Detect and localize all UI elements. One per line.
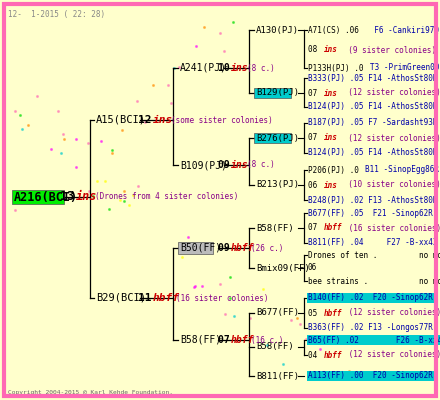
Text: B248(PJ) .02 F13 -AthosSt80R: B248(PJ) .02 F13 -AthosSt80R: [308, 196, 437, 204]
Text: B129(PJ): B129(PJ): [256, 88, 299, 98]
Text: hbff: hbff: [153, 293, 180, 303]
Text: B50(FF): B50(FF): [180, 243, 221, 253]
Text: 09: 09: [218, 243, 236, 253]
Text: 12: 12: [138, 115, 158, 125]
Text: 10: 10: [218, 63, 236, 73]
Text: B213(PJ): B213(PJ): [256, 180, 299, 190]
Text: B811(FF) .04     F27 -B-xx43: B811(FF) .04 F27 -B-xx43: [308, 238, 437, 248]
Text: ins: ins: [323, 46, 337, 54]
Text: B276(PJ): B276(PJ): [256, 134, 299, 142]
Text: hbff: hbff: [231, 243, 254, 253]
Text: B11 -SinopEgg86R: B11 -SinopEgg86R: [365, 166, 439, 174]
Text: ins: ins: [76, 190, 97, 204]
Text: A216(BCI): A216(BCI): [14, 190, 78, 204]
Text: B58(FF): B58(FF): [256, 224, 293, 232]
Text: ins: ins: [323, 134, 337, 142]
Text: (26 c.): (26 c.): [251, 244, 284, 252]
Text: ins: ins: [231, 63, 249, 73]
Text: 06: 06: [308, 264, 317, 272]
Text: B677(FF) .05  F21 -Sinop62R: B677(FF) .05 F21 -Sinop62R: [308, 208, 433, 218]
Text: (some sister colonies): (some sister colonies): [171, 116, 272, 124]
Text: B124(PJ) .05 F14 -AthosSt80R: B124(PJ) .05 F14 -AthosSt80R: [308, 148, 437, 158]
Text: Bmix09(FF): Bmix09(FF): [256, 264, 310, 272]
Text: B29(BCI): B29(BCI): [96, 293, 146, 303]
Text: ins: ins: [153, 115, 173, 125]
Text: A15(BCI): A15(BCI): [96, 115, 146, 125]
Text: (10 sister colonies): (10 sister colonies): [339, 180, 440, 190]
Text: F6 -Cankiri97Q: F6 -Cankiri97Q: [365, 26, 439, 34]
Text: 06: 06: [308, 180, 322, 190]
Text: (12 sister colonies): (12 sister colonies): [339, 134, 440, 142]
Text: bee strains .           no more: bee strains . no more: [308, 276, 440, 286]
Text: (12 sister colonies): (12 sister colonies): [345, 350, 440, 360]
Text: 07: 07: [308, 134, 322, 142]
Text: (8 c.): (8 c.): [247, 160, 275, 170]
FancyBboxPatch shape: [177, 242, 213, 254]
Text: B58(FF): B58(FF): [256, 342, 293, 352]
Text: B333(PJ) .05 F14 -AthosSt80R: B333(PJ) .05 F14 -AthosSt80R: [308, 74, 437, 82]
Text: 05: 05: [308, 308, 322, 318]
Text: (9 sister colonies): (9 sister colonies): [339, 46, 436, 54]
Text: B124(PJ) .05 F14 -AthosSt80R: B124(PJ) .05 F14 -AthosSt80R: [308, 102, 437, 112]
Text: B187(PJ) .05 F7 -Sardasht93R: B187(PJ) .05 F7 -Sardasht93R: [308, 118, 437, 128]
Text: hbff: hbff: [231, 335, 254, 345]
Text: (16 sister colonies): (16 sister colonies): [176, 294, 268, 302]
Text: A130(PJ): A130(PJ): [256, 26, 299, 34]
Text: A241(PJ): A241(PJ): [180, 63, 227, 73]
Text: 04: 04: [308, 350, 322, 360]
Text: A71(CS) .06: A71(CS) .06: [308, 26, 359, 34]
Text: 12-  1-2015 ( 22: 28): 12- 1-2015 ( 22: 28): [8, 10, 105, 19]
Text: 09: 09: [218, 160, 236, 170]
Text: 08: 08: [308, 46, 322, 54]
Text: Copyright 2004-2015 @ Karl Kehde Foundation.: Copyright 2004-2015 @ Karl Kehde Foundat…: [8, 390, 173, 395]
Text: (16 c.): (16 c.): [251, 336, 284, 344]
Text: Drones of ten .         no more: Drones of ten . no more: [308, 250, 440, 260]
Text: P133H(PJ) .0: P133H(PJ) .0: [308, 64, 363, 72]
Text: ins: ins: [323, 180, 337, 190]
Text: B140(FF) .02  F20 -Sinop62R: B140(FF) .02 F20 -Sinop62R: [308, 294, 433, 302]
Text: 07: 07: [218, 335, 236, 345]
Text: (12 sister colonies): (12 sister colonies): [339, 88, 440, 98]
Text: hbff: hbff: [323, 350, 342, 360]
FancyBboxPatch shape: [253, 133, 291, 143]
Text: B58(FF): B58(FF): [180, 335, 221, 345]
Text: (8 c.): (8 c.): [247, 64, 275, 72]
FancyBboxPatch shape: [253, 88, 291, 98]
Text: B363(FF) .02 F13 -Longos77R: B363(FF) .02 F13 -Longos77R: [308, 324, 433, 332]
Text: (12 sister colonies): (12 sister colonies): [345, 308, 440, 318]
Text: 11: 11: [138, 293, 158, 303]
Text: ins: ins: [323, 88, 337, 98]
Text: hbff: hbff: [323, 224, 342, 232]
Text: P206(PJ) .0: P206(PJ) .0: [308, 166, 359, 174]
Text: 07: 07: [308, 88, 322, 98]
Text: B811(FF): B811(FF): [256, 372, 299, 380]
Text: 07: 07: [308, 224, 322, 232]
Text: A113(FF) .00  F20 -Sinop62R: A113(FF) .00 F20 -Sinop62R: [308, 372, 433, 380]
Text: hbff: hbff: [323, 308, 342, 318]
Text: (Drones from 4 sister colonies): (Drones from 4 sister colonies): [95, 192, 238, 202]
Text: ins: ins: [231, 160, 249, 170]
Text: T3 -PrimGreen00: T3 -PrimGreen00: [370, 64, 440, 72]
Text: (16 sister colonies): (16 sister colonies): [345, 224, 440, 232]
Text: B65(FF) .02        F26 -B-xx43: B65(FF) .02 F26 -B-xx43: [308, 336, 440, 344]
FancyBboxPatch shape: [11, 190, 64, 204]
Text: B677(FF): B677(FF): [256, 308, 299, 318]
Text: B109(PJ): B109(PJ): [180, 160, 227, 170]
Text: 13: 13: [60, 190, 81, 204]
